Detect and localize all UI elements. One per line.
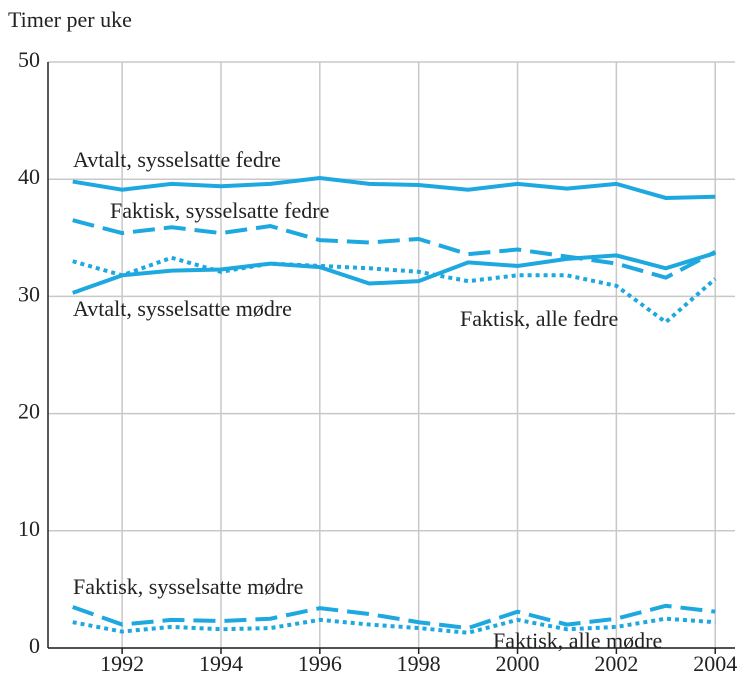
y-tick-label: 10 xyxy=(18,516,40,541)
x-tick-label: 1994 xyxy=(199,651,243,676)
x-tick-label: 2000 xyxy=(496,651,540,676)
y-tick-label: 30 xyxy=(18,281,40,306)
y-tick-label: 50 xyxy=(18,47,40,72)
series-label: Avtalt, sysselsatte mødre xyxy=(73,296,292,321)
series-line xyxy=(72,218,717,280)
x-tick-label: 1992 xyxy=(100,651,144,676)
series-label: Avtalt, sysselsatte fedre xyxy=(73,147,281,172)
x-tick-label: 2004 xyxy=(693,651,737,676)
series-label: Faktisk, sysselsatte fedre xyxy=(110,198,329,223)
y-tick-label: 0 xyxy=(29,633,40,658)
y-tick-label: 20 xyxy=(18,399,40,424)
series-line xyxy=(72,255,717,325)
series-label: Faktisk, alle mødre xyxy=(493,628,662,653)
series-line xyxy=(72,616,716,635)
y-tick-label: 40 xyxy=(18,164,40,189)
x-tick-label: 2002 xyxy=(594,651,638,676)
x-tick-label: 1996 xyxy=(298,651,342,676)
series-line xyxy=(72,176,716,200)
y-axis-label: Timer per uke xyxy=(8,7,132,32)
x-tick-label: 1998 xyxy=(397,651,441,676)
series-label: Faktisk, alle fedre xyxy=(460,306,618,331)
series-line xyxy=(72,251,716,295)
series-line xyxy=(72,603,716,631)
series-label: Faktisk, sysselsatte mødre xyxy=(73,574,303,599)
